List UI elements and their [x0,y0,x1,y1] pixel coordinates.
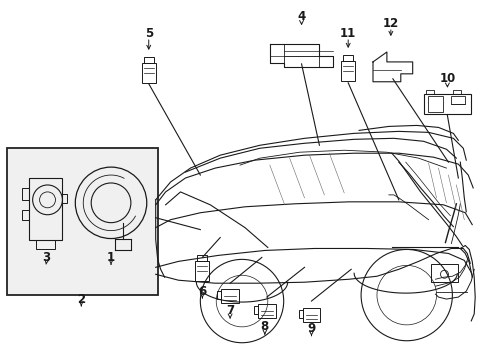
Text: 11: 11 [339,27,356,40]
Bar [21,210,29,220]
Text: 12: 12 [382,17,398,30]
Bar [427,96,443,112]
Bar [217,291,221,299]
Bar [36,239,55,249]
Text: 1: 1 [107,251,115,264]
Polygon shape [372,52,412,82]
Bar [143,57,153,63]
Bar [257,304,275,318]
Text: 7: 7 [225,305,234,318]
Bar [341,61,354,81]
Bar [423,94,470,113]
Bar [302,308,320,322]
Bar [195,261,209,281]
Text: 9: 9 [307,322,315,336]
Bar [197,255,207,261]
Bar [450,96,464,104]
Bar [452,90,460,94]
Bar [425,90,433,94]
Bar [298,310,302,318]
Bar [429,264,457,282]
Bar [7,148,157,295]
Polygon shape [269,44,333,67]
Text: 4: 4 [297,10,305,23]
Text: 8: 8 [260,320,268,333]
Text: 3: 3 [42,251,50,264]
Bar [343,55,352,61]
Text: 10: 10 [438,72,455,85]
Bar [221,289,239,303]
Bar [29,178,62,239]
Text: 2: 2 [77,293,85,306]
Text: 5: 5 [144,27,153,40]
Bar [21,188,29,200]
Bar [62,194,67,203]
Bar [142,63,155,83]
Bar [253,306,257,314]
Text: 6: 6 [198,285,206,298]
